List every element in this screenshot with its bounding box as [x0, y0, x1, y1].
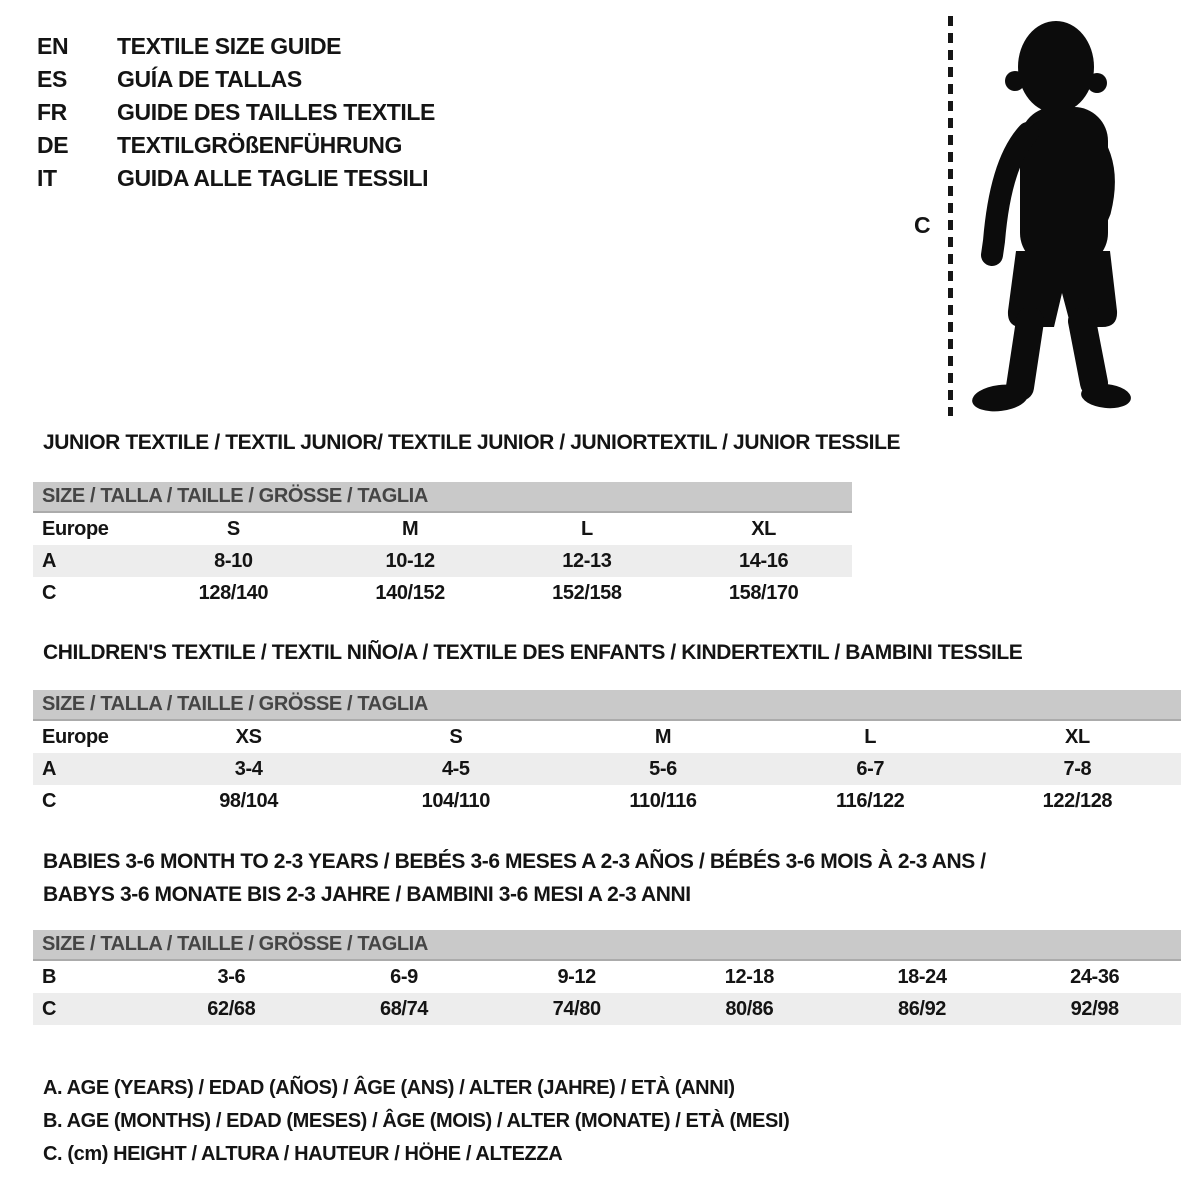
- cell-value: 9-12: [557, 966, 596, 988]
- cell-value: 152/158: [552, 582, 622, 604]
- cell-value: XL: [751, 518, 776, 540]
- table-row: C 128/140 140/152 152/158 158/170: [33, 577, 852, 609]
- measure-label: C: [914, 212, 931, 238]
- section-title: CHILDREN'S TEXTILE / TEXTIL NIÑO/A / TEX…: [43, 639, 1200, 666]
- cell-value: 14-16: [739, 550, 789, 572]
- table-header-bar: SIZE / TALLA / TAILLE / GRÖSSE / TAGLIA: [33, 930, 1181, 961]
- table-row: A 8-10 10-12 12-13 14-16: [33, 545, 852, 577]
- table-row: A 3-4 4-5 5-6 6-7 7-8: [33, 753, 1181, 785]
- cell-value: 8-10: [214, 550, 253, 572]
- cell-value: 12-18: [724, 966, 775, 988]
- section-babies: BABIES 3-6 MONTH TO 2-3 YEARS / BEBÉS 3-…: [0, 845, 1200, 1025]
- language-row: FR GUIDE DES TAILLES TEXTILE: [37, 96, 435, 129]
- section-children: CHILDREN'S TEXTILE / TEXTIL NIÑO/A / TEX…: [0, 639, 1200, 817]
- row-label: B: [42, 966, 57, 988]
- cell-value: XL: [1065, 726, 1090, 748]
- row-label: C: [42, 998, 57, 1020]
- language-row: ES GUÍA DE TALLAS: [37, 63, 435, 96]
- language-code: IT: [37, 165, 57, 191]
- cell-value: 140/152: [375, 582, 445, 604]
- cell-value: 12-13: [562, 550, 612, 572]
- cell-value: 4-5: [441, 758, 470, 780]
- cell-value: 5-6: [649, 758, 677, 780]
- row-label: Europe: [42, 726, 109, 748]
- language-row: IT GUIDA ALLE TAGLIE TESSILI: [37, 162, 435, 195]
- cell-value: 6-7: [856, 758, 885, 780]
- cell-value: 7-8: [1063, 758, 1092, 780]
- row-label: A: [42, 550, 57, 572]
- language-row: DE TEXTILGRÖßENFÜHRUNG: [37, 129, 435, 162]
- cell-value: 24-36: [1070, 966, 1120, 988]
- table-row: B 3-6 6-9 9-12 12-18 18-24 24-36: [33, 961, 1181, 993]
- language-row: EN TEXTILE SIZE GUIDE: [37, 30, 435, 63]
- cell-value: 86/92: [897, 998, 947, 1020]
- cell-value: 92/98: [1070, 998, 1119, 1020]
- legend-line: B. AGE (MONTHS) / EDAD (MESES) / ÂGE (MO…: [43, 1110, 790, 1132]
- language-label: GUÍA DE TALLAS: [117, 66, 302, 92]
- cell-value: 10-12: [385, 550, 436, 572]
- language-code: ES: [37, 66, 67, 92]
- cell-value: 18-24: [897, 966, 947, 988]
- language-label: TEXTILGRÖßENFÜHRUNG: [117, 132, 402, 158]
- cell-value: 104/110: [421, 790, 491, 812]
- cell-value: M: [401, 518, 419, 540]
- height-measure-line: [948, 16, 953, 416]
- cell-value: 116/122: [836, 790, 905, 812]
- size-table: SIZE / TALLA / TAILLE / GRÖSSE / TAGLIA E…: [33, 482, 852, 609]
- cell-value: 6-9: [390, 966, 418, 988]
- section-title-line: BABIES 3-6 MONTH TO 2-3 YEARS / BEBÉS 3-…: [43, 850, 986, 873]
- language-code: FR: [37, 99, 67, 125]
- section-title-line: CHILDREN'S TEXTILE / TEXTIL NIÑO/A / TEX…: [43, 641, 1023, 664]
- legend: A. AGE (YEARS) / EDAD (AÑOS) / ÂGE (ANS)…: [43, 1072, 790, 1171]
- legend-line: A. AGE (YEARS) / EDAD (AÑOS) / ÂGE (ANS)…: [43, 1077, 735, 1099]
- language-label: GUIDA ALLE TAGLIE TESSILI: [117, 165, 429, 191]
- legend-line: C. (cm) HEIGHT / ALTURA / HAUTEUR / HÖHE…: [43, 1143, 563, 1165]
- section-title: JUNIOR TEXTILE / TEXTIL JUNIOR/ TEXTILE …: [43, 429, 1200, 456]
- cell-value: 98/104: [219, 790, 278, 812]
- size-table: SIZE / TALLA / TAILLE / GRÖSSE / TAGLIA E…: [33, 690, 1181, 817]
- language-label: GUIDE DES TAILLES TEXTILE: [117, 99, 435, 125]
- cell-value: 3-4: [234, 758, 263, 780]
- cell-value: 110/116: [629, 790, 697, 812]
- language-list: EN TEXTILE SIZE GUIDE ES GUÍA DE TALLAS FR GU…: [37, 30, 435, 195]
- cell-value: 128/140: [198, 582, 269, 604]
- table-row: C 62/68 68/74 74/80 80/86 86/92 92/98: [33, 993, 1181, 1025]
- cell-value: 68/74: [379, 998, 429, 1020]
- cell-value: 122/128: [1042, 790, 1113, 812]
- cell-value: S: [449, 726, 463, 748]
- cell-value: S: [226, 518, 240, 540]
- table-row: Europe XS S M L XL: [33, 721, 1181, 753]
- cell-value: XS: [235, 726, 262, 748]
- language-label: TEXTILE SIZE GUIDE: [117, 33, 342, 59]
- row-label: Europe: [42, 518, 109, 540]
- cell-value: L: [864, 726, 877, 748]
- section-title-line: BABYS 3-6 MONATE BIS 2-3 JAHRE / BAMBINI…: [43, 883, 691, 906]
- cell-value: 74/80: [552, 998, 601, 1020]
- toddler-silhouette-icon: [972, 21, 1131, 412]
- section-title: BABIES 3-6 MONTH TO 2-3 YEARS / BEBÉS 3-…: [43, 845, 1200, 911]
- table-row: C 98/104 104/110 110/116 116/122 122/128: [33, 785, 1181, 817]
- cell-value: L: [580, 518, 593, 540]
- section-junior: JUNIOR TEXTILE / TEXTIL JUNIOR/ TEXTILE …: [0, 429, 1200, 609]
- row-label: C: [42, 582, 57, 604]
- language-code: DE: [37, 132, 69, 158]
- cell-value: 62/68: [207, 998, 256, 1020]
- size-table: SIZE / TALLA / TAILLE / GRÖSSE / TAGLIA B…: [33, 930, 1181, 1025]
- cell-value: M: [654, 726, 672, 748]
- cell-value: 3-6: [217, 966, 246, 988]
- row-label: C: [42, 790, 57, 812]
- row-label: A: [42, 758, 57, 780]
- table-row: Europe S M L XL: [33, 513, 852, 545]
- section-title-line: JUNIOR TEXTILE / TEXTIL JUNIOR/ TEXTILE …: [43, 431, 901, 454]
- table-header-bar: SIZE / TALLA / TAILLE / GRÖSSE / TAGLIA: [33, 690, 1181, 721]
- table-header-bar: SIZE / TALLA / TAILLE / GRÖSSE / TAGLIA: [33, 482, 852, 513]
- cell-value: 158/170: [728, 582, 799, 604]
- language-code: EN: [37, 33, 69, 59]
- cell-value: 80/86: [725, 998, 774, 1020]
